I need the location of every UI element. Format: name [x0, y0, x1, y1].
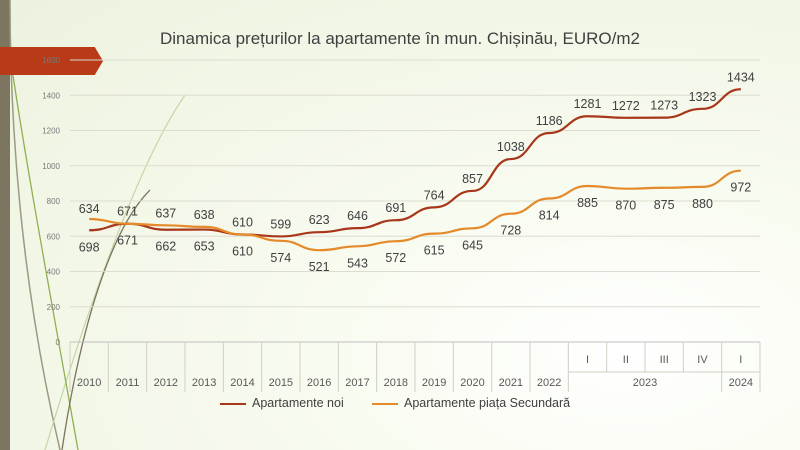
y-tick-label: 1600 — [42, 56, 60, 65]
data-label-new: 637 — [155, 206, 176, 220]
x-axis: 2010 2011 2012 2013 2014 2015 2016 2017 2018 2019… — [69, 341, 761, 392]
data-labels: 634 698 671 671 637 662 638 653 610 610 599 574 623 5… — [79, 70, 755, 274]
data-label-new: 764 — [424, 188, 445, 202]
x-tick-label: 2020 — [460, 377, 484, 389]
legend-label-new: Apartamente noi — [252, 396, 344, 410]
data-label-new: 1323 — [689, 90, 717, 104]
data-label-secondary: 698 — [79, 240, 100, 254]
data-label-secondary: 574 — [270, 251, 291, 265]
data-label-secondary: 972 — [730, 181, 751, 195]
data-label-new: 646 — [347, 209, 368, 223]
y-tick-label: 1200 — [42, 127, 60, 136]
data-label-secondary: 671 — [117, 234, 138, 248]
data-label-secondary: 814 — [539, 209, 560, 223]
y-tick-label: 600 — [47, 232, 61, 241]
x-tick-label: 2012 — [154, 377, 178, 389]
y-tick-label: 0 — [56, 338, 61, 347]
legend-item-new: Apartamente noi — [220, 396, 344, 410]
x-tick-label: I — [586, 354, 589, 366]
chart-title: Dinamica prețurilor la apartamente în mu… — [160, 29, 640, 48]
x-tick-label: 2015 — [269, 377, 293, 389]
data-label-new: 623 — [309, 213, 330, 227]
y-axis-ticks: 0 200 400 600 800 1000 1200 1400 1600 — [42, 56, 60, 347]
data-label-secondary: 875 — [654, 198, 675, 212]
x-tick-label: IV — [697, 354, 708, 366]
x-tick-label: 2022 — [537, 377, 561, 389]
data-label-secondary: 662 — [155, 240, 176, 254]
data-label-new: 1273 — [650, 99, 678, 113]
data-label-new: 1272 — [612, 99, 640, 113]
decor-curve-green — [9, 54, 79, 450]
x-tick-label: III — [660, 354, 669, 366]
data-label-secondary: 870 — [615, 199, 636, 213]
data-label-secondary: 521 — [309, 260, 330, 274]
data-label-new: 1281 — [574, 97, 602, 111]
y-tick-label: 200 — [47, 303, 61, 312]
data-label-secondary: 543 — [347, 256, 368, 270]
y-tick-label: 400 — [47, 268, 61, 277]
x-tick-label: 2017 — [345, 377, 369, 389]
data-label-secondary: 645 — [462, 238, 483, 252]
data-label-secondary: 572 — [385, 251, 406, 265]
data-label-new: 671 — [117, 205, 138, 219]
data-label-secondary: 610 — [232, 244, 253, 258]
y-tick-label: 1000 — [42, 162, 60, 171]
data-label-new: 1434 — [727, 70, 755, 84]
data-label-new: 857 — [462, 172, 483, 186]
x-tick-label: I — [739, 354, 742, 366]
legend-swatch-secondary — [372, 402, 398, 405]
decor-curve-brown — [61, 189, 151, 450]
data-label-new: 638 — [194, 208, 215, 222]
x-tick-label: 2016 — [307, 377, 331, 389]
left-decorative-band — [0, 0, 10, 450]
y-tick-label: 1400 — [42, 91, 60, 100]
x-tick-label: 2018 — [384, 377, 408, 389]
data-label-new: 610 — [232, 215, 253, 229]
title-arrow-shape — [0, 47, 103, 75]
y-tick-label: 800 — [47, 197, 61, 206]
x-tick-label: 2011 — [116, 377, 140, 389]
data-label-secondary: 880 — [692, 197, 713, 211]
legend-label-secondary: Apartamente piața Secundară — [404, 396, 571, 410]
x-tick-label: 2021 — [499, 377, 523, 389]
data-label-secondary: 728 — [500, 224, 521, 238]
x-tick-label: 2010 — [77, 377, 101, 389]
decor-curve-light — [44, 94, 186, 450]
data-label-new: 691 — [385, 201, 406, 215]
data-label-new: 599 — [270, 217, 291, 231]
gridlines — [70, 59, 760, 308]
legend-swatch-new — [220, 402, 246, 405]
series-lines — [89, 88, 741, 252]
data-label-new: 1186 — [536, 114, 563, 128]
x-tick-label: 2013 — [192, 377, 216, 389]
data-label-new: 634 — [79, 202, 100, 216]
legend-item-secondary: Apartamente piața Secundară — [372, 396, 570, 410]
data-label-new: 1038 — [497, 140, 525, 154]
x-tick-label: II — [623, 354, 629, 366]
x-group-label: 2024 — [729, 377, 753, 389]
data-label-secondary: 615 — [424, 244, 445, 258]
series-line-new — [89, 88, 741, 238]
x-tick-label: 2014 — [230, 377, 254, 389]
x-tick-label: 2019 — [422, 377, 446, 389]
data-label-secondary: 653 — [194, 240, 215, 254]
x-group-label: 2023 — [633, 377, 657, 389]
series-line-secondary — [89, 169, 741, 252]
data-label-secondary: 885 — [577, 196, 598, 210]
